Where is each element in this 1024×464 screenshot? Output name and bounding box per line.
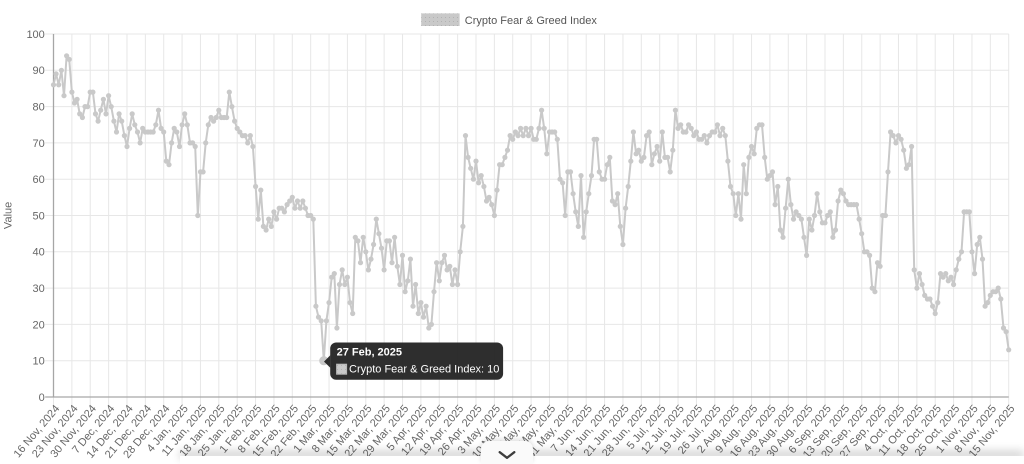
svg-text:27 Feb, 2025: 27 Feb, 2025 — [337, 347, 402, 359]
svg-text:Crypto Fear & Greed Index: 10: Crypto Fear & Greed Index: 10 — [349, 364, 499, 376]
svg-text:Value: Value — [3, 202, 15, 229]
svg-text:40: 40 — [33, 247, 45, 259]
svg-text:100: 100 — [26, 29, 44, 41]
svg-text:Crypto Fear & Greed Index: Crypto Fear & Greed Index — [465, 15, 598, 27]
svg-text:50: 50 — [33, 210, 45, 222]
svg-text:80: 80 — [33, 102, 45, 114]
svg-text:90: 90 — [33, 65, 45, 77]
svg-text:70: 70 — [33, 138, 45, 150]
svg-text:60: 60 — [33, 174, 45, 186]
svg-text:10: 10 — [33, 356, 45, 368]
svg-text:30: 30 — [33, 283, 45, 295]
svg-text:20: 20 — [33, 319, 45, 331]
svg-text:0: 0 — [39, 392, 45, 404]
